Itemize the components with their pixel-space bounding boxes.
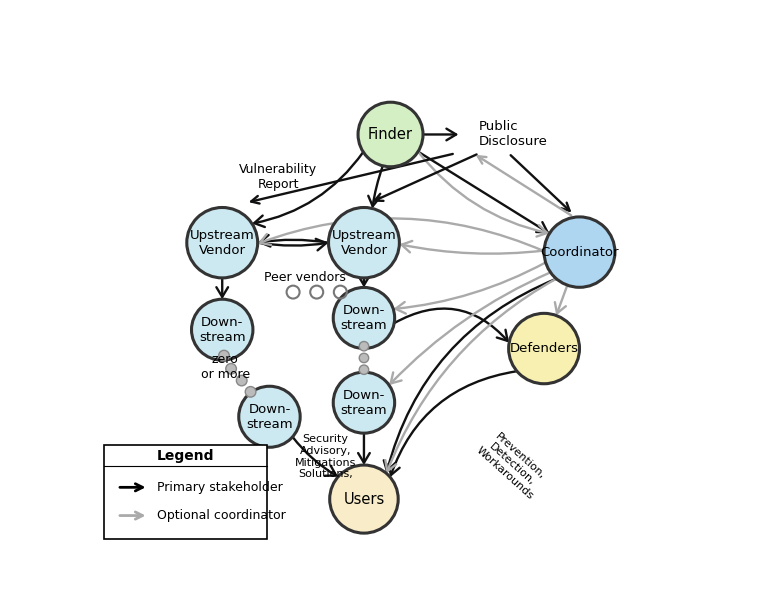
Ellipse shape (219, 350, 229, 361)
Text: Legend: Legend (156, 449, 214, 463)
FancyArrowPatch shape (418, 152, 547, 236)
Text: Upstream
Vendor: Upstream Vendor (190, 229, 255, 257)
FancyArrowPatch shape (255, 152, 363, 227)
Text: Down-
stream: Down- stream (341, 389, 387, 417)
Ellipse shape (358, 102, 423, 167)
Ellipse shape (330, 465, 399, 533)
Ellipse shape (191, 299, 253, 360)
Ellipse shape (333, 372, 395, 433)
Text: Security
Advisory,
Mitigations
Solutions,: Security Advisory, Mitigations Solutions… (295, 434, 357, 479)
Text: Upstream
Vendor: Upstream Vendor (331, 229, 396, 257)
Text: Users: Users (344, 492, 385, 507)
FancyArrowPatch shape (258, 239, 326, 251)
Ellipse shape (328, 208, 399, 278)
Text: Peer vendors: Peer vendors (264, 271, 346, 285)
FancyArrowPatch shape (555, 285, 568, 313)
Ellipse shape (236, 375, 247, 386)
Ellipse shape (187, 208, 258, 278)
Text: Defenders: Defenders (510, 342, 578, 355)
Ellipse shape (359, 342, 369, 351)
FancyArrowPatch shape (394, 309, 507, 341)
FancyArrowPatch shape (418, 152, 548, 232)
Text: Down-
stream: Down- stream (246, 403, 293, 431)
Text: Public
Disclosure: Public Disclosure (479, 120, 548, 148)
FancyArrowPatch shape (423, 129, 456, 141)
FancyArrowPatch shape (395, 263, 546, 313)
Text: Optional coordinator: Optional coordinator (157, 509, 286, 522)
FancyArrowPatch shape (358, 433, 370, 463)
Ellipse shape (239, 386, 300, 447)
Text: Coordinator: Coordinator (540, 246, 619, 258)
Text: Primary stakeholder: Primary stakeholder (157, 481, 283, 494)
Text: Down-
stream: Down- stream (341, 304, 387, 332)
Text: zero
or more: zero or more (200, 353, 250, 381)
FancyArrowPatch shape (389, 371, 517, 475)
FancyBboxPatch shape (104, 445, 267, 539)
FancyArrowPatch shape (293, 437, 336, 476)
FancyArrowPatch shape (402, 241, 544, 254)
FancyArrowPatch shape (386, 279, 556, 471)
FancyArrowPatch shape (216, 278, 228, 297)
Ellipse shape (544, 217, 615, 287)
Ellipse shape (226, 364, 236, 374)
FancyArrowPatch shape (368, 166, 383, 207)
Ellipse shape (359, 353, 369, 363)
Text: Down-
stream: Down- stream (199, 316, 245, 344)
FancyArrowPatch shape (391, 273, 550, 384)
Ellipse shape (333, 287, 395, 348)
Text: Finder: Finder (368, 127, 413, 142)
Ellipse shape (245, 387, 256, 397)
Ellipse shape (509, 313, 579, 384)
Ellipse shape (359, 365, 369, 375)
FancyArrowPatch shape (260, 218, 544, 251)
FancyArrowPatch shape (358, 276, 370, 285)
FancyArrowPatch shape (260, 235, 328, 247)
FancyArrowPatch shape (384, 279, 556, 471)
Text: Vulnerability
Report: Vulnerability Report (239, 163, 318, 191)
Text: Prevention,
Detection,
Workarounds: Prevention, Detection, Workarounds (474, 428, 550, 502)
